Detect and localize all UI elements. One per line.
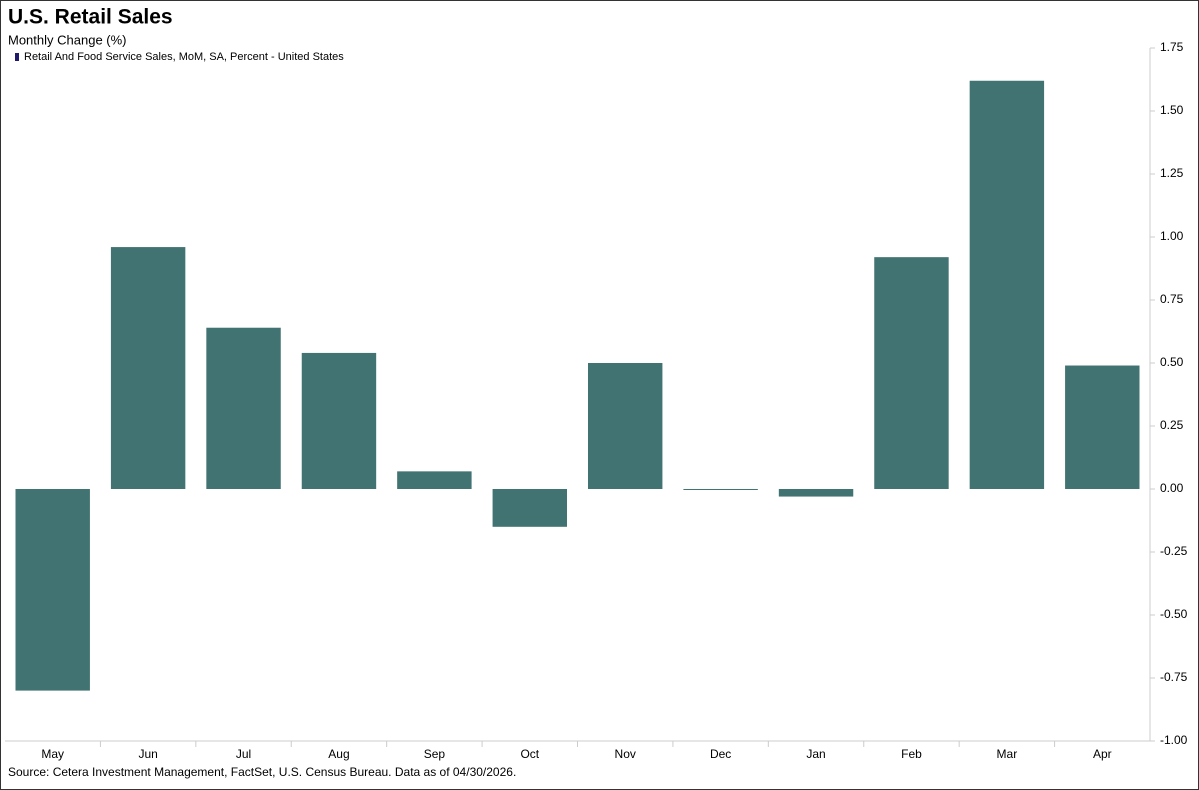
x-tick-label: Sep	[424, 747, 446, 761]
bar	[778, 489, 854, 497]
legend-marker	[15, 53, 19, 61]
y-tick-label: -0.25	[1160, 544, 1188, 558]
legend-label: Retail And Food Service Sales, MoM, SA, …	[24, 51, 344, 63]
x-tick-label: Jun	[138, 747, 157, 761]
y-tick-label: -1.00	[1160, 733, 1188, 747]
x-tick-label: Nov	[615, 747, 636, 761]
y-tick-label: 0.75	[1160, 292, 1184, 306]
y-tick-label: 1.00	[1160, 229, 1184, 243]
x-tick-label: Dec	[710, 747, 731, 761]
x-tick-label: Jan	[806, 747, 825, 761]
y-tick-label: 0.25	[1160, 418, 1184, 432]
x-tick-label: Oct	[520, 747, 539, 761]
y-tick-label: 0.00	[1160, 481, 1184, 495]
x-tick-label: Jul	[236, 747, 251, 761]
bar	[874, 257, 949, 489]
y-tick-label: 1.75	[1160, 40, 1184, 54]
x-tick-label: Aug	[328, 747, 349, 761]
x-tick-label: May	[41, 747, 64, 761]
bar	[397, 471, 472, 489]
y-tick-label: -0.50	[1160, 607, 1188, 621]
x-tick-label: Apr	[1093, 747, 1112, 761]
bar	[683, 489, 758, 491]
x-tick-label: Mar	[997, 747, 1018, 761]
chart-title: U.S. Retail Sales	[8, 6, 173, 29]
source-note: Source: Cetera Investment Management, Fa…	[8, 765, 516, 779]
bar	[301, 352, 377, 489]
bar	[587, 363, 663, 489]
bar	[15, 489, 90, 691]
y-tick-label: -0.75	[1160, 670, 1188, 684]
bar	[969, 80, 1045, 489]
y-tick-label: 1.50	[1160, 103, 1184, 117]
bar	[206, 327, 281, 489]
bar	[110, 247, 186, 489]
y-tick-label: 0.50	[1160, 355, 1184, 369]
x-tick-label: Feb	[901, 747, 922, 761]
y-tick-label: 1.25	[1160, 166, 1184, 180]
bar	[1065, 365, 1140, 489]
chart-subtitle: Monthly Change (%)	[8, 32, 127, 47]
bar	[492, 489, 568, 527]
